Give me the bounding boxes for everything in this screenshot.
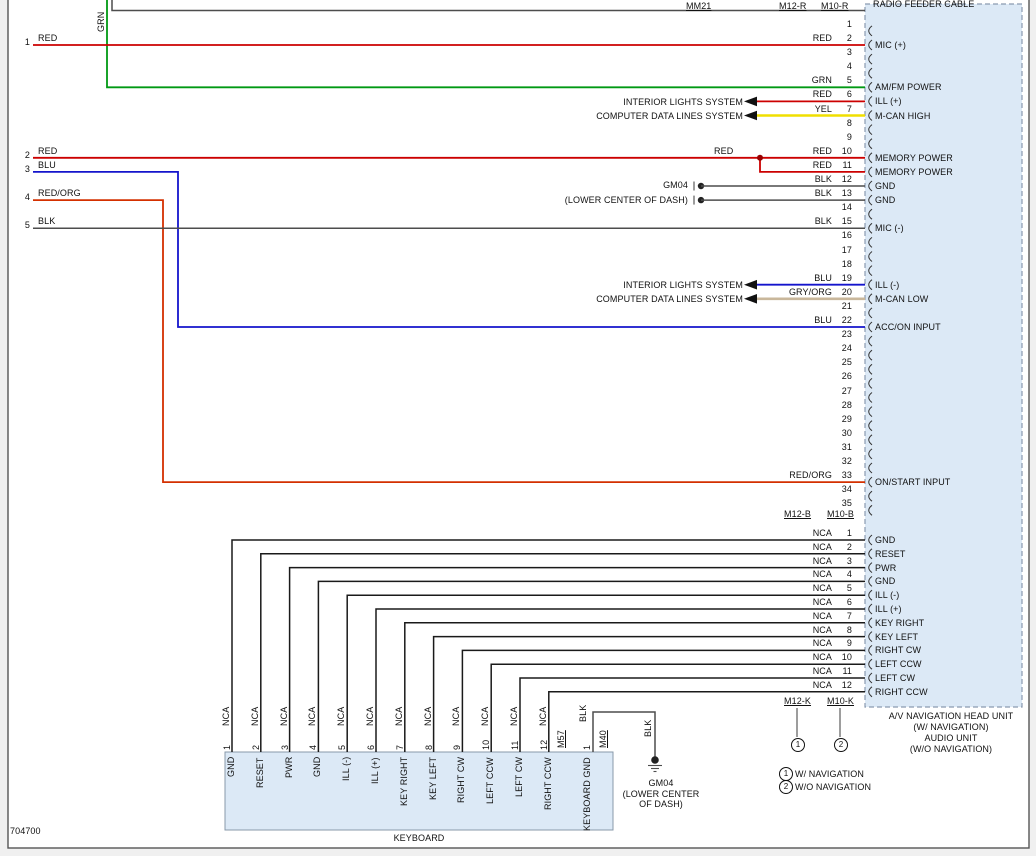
pin-bracket: [868, 631, 873, 642]
pin-bracket: [868, 548, 873, 560]
keyboard-wire: [346, 594, 865, 752]
pin-bracket: [868, 67, 873, 79]
pin-bracket: [868, 434, 873, 446]
pin-bracket: [868, 406, 873, 417]
wire-blk-keyboard-gnd: [592, 711, 656, 757]
pin-bracket: [868, 672, 873, 684]
pin-bracket: [868, 504, 873, 516]
wire-blu-acc-on: [33, 171, 865, 328]
pin-bracket: [868, 237, 873, 248]
pin-bracket: [868, 110, 873, 121]
pin-bracket: [868, 658, 873, 670]
pin-bracket: [868, 534, 873, 546]
head-unit-box: [864, 3, 1023, 708]
pin-bracket: [868, 222, 873, 234]
pin-bracket: [868, 363, 873, 375]
pin-bracket: [868, 603, 873, 615]
wire-redorg-on-start: [33, 199, 865, 483]
arrow-computer-data-2: [744, 294, 757, 304]
radio-feeder-wire: [111, 0, 865, 12]
pin-bracket: [868, 96, 873, 107]
pin-bracket: [868, 194, 873, 206]
keyboard-wire: [432, 635, 865, 752]
keyboard-wires: [231, 539, 865, 752]
ground-symbol-dot: [651, 756, 659, 764]
wire-grn-amfm-power: [106, 0, 865, 89]
pin-bracket: [868, 81, 873, 93]
pin-bracket: [868, 335, 873, 347]
pin-bracket: [868, 448, 873, 460]
pin-bracket: [868, 349, 873, 361]
pin-bracket: [868, 265, 873, 276]
arrow-computer-data-1: [744, 110, 757, 121]
pin-bracket: [868, 378, 873, 389]
arrow-interior-lights-1: [744, 96, 757, 107]
keyboard-wire: [375, 608, 865, 752]
pin-bracket: [868, 53, 873, 65]
splice-dot: [757, 154, 763, 161]
pin-bracket: [868, 490, 873, 502]
pin-bracket: [868, 293, 873, 305]
pin-bracket: [868, 562, 873, 573]
pin-bracket: [868, 251, 873, 262]
pin-bracket: [868, 645, 873, 656]
pin-bracket: [868, 25, 873, 37]
pin-bracket: [868, 138, 873, 150]
keyboard-wire: [231, 539, 865, 752]
pin-bracket: [868, 124, 873, 135]
keyboard-wire: [260, 553, 865, 752]
pin-bracket: [868, 307, 873, 319]
pin-bracket: [868, 686, 873, 698]
pin-bracket: [868, 39, 873, 51]
pin-bracket: [868, 321, 873, 333]
pin-bracket: [868, 166, 873, 178]
pin-bracket: [868, 180, 873, 192]
keyboard-wire: [548, 691, 865, 752]
diagram-frame: [7, 0, 1030, 849]
arrow-interior-lights-2: [744, 279, 757, 290]
pin-bracket: [868, 576, 873, 587]
keyboard-wire: [404, 622, 865, 752]
keyboard-wire: [461, 649, 865, 752]
keyboard-wire: [519, 677, 865, 752]
wire-red-memory-power-2: [759, 157, 865, 173]
pin-bracket: [868, 589, 873, 601]
pin-bracket: [868, 420, 873, 432]
keyboard-wire: [490, 663, 865, 752]
pin-bracket: [868, 208, 873, 220]
keyboard-wire: [317, 580, 865, 752]
pin-bracket: [868, 279, 873, 291]
keyboard-box: [224, 751, 614, 831]
pin-bracket: [868, 152, 873, 164]
pin-bracket: [868, 462, 873, 474]
keyboard-wire: [288, 566, 865, 752]
connector-brackets: [868, 25, 873, 698]
pin-bracket: [868, 476, 873, 488]
pin-bracket: [868, 617, 873, 629]
pin-bracket: [868, 392, 873, 403]
